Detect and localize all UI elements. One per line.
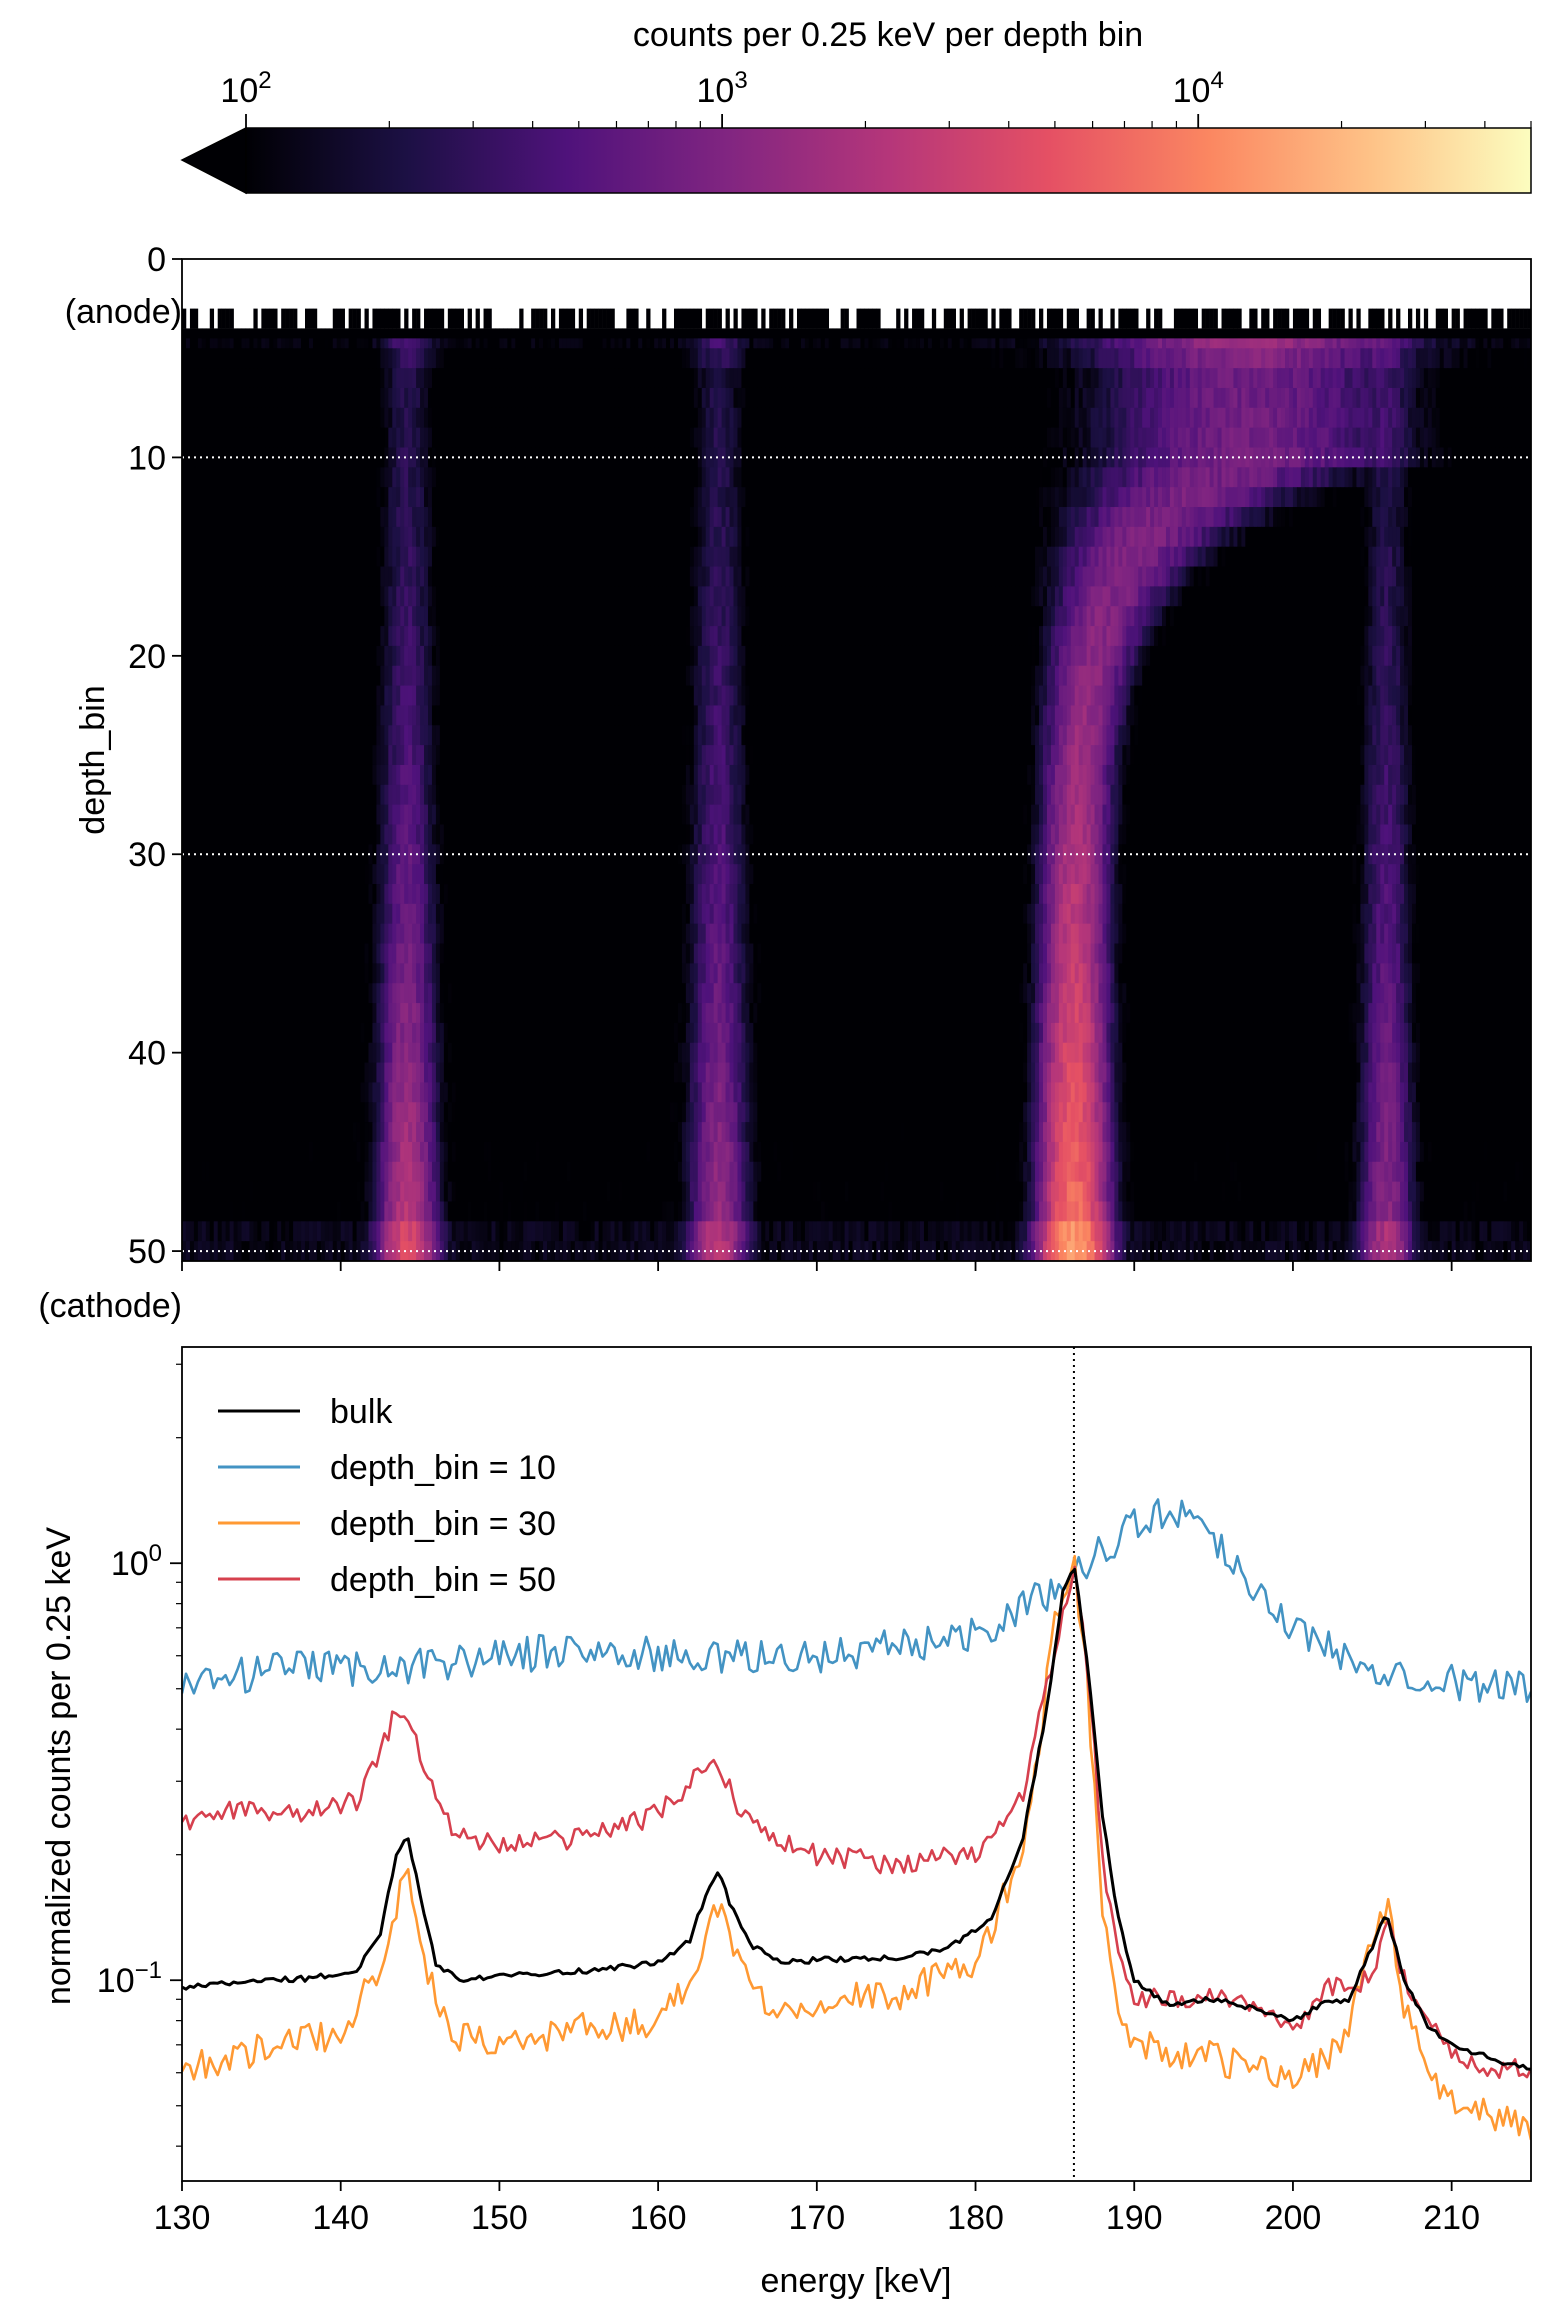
series-lines [182,1498,1531,2141]
heatmap-y-tick-label: 20 [128,638,166,676]
colorbar-extend-triangle [180,126,247,195]
heatmap-dark-row [182,328,1531,339]
spectrum-y-label: normalized counts per 0.25 keV [40,1527,78,2005]
spectrum-y-axis: 100 10−1 [97,1363,182,2147]
series-line-0 [182,1567,1531,2071]
heatmap-row [182,705,1531,726]
heatmap-row [182,507,1531,528]
heatmap-row [182,487,1531,508]
spectrum-panel: 130 140 150 160 170 180 190 200 210 100 10−1 ener… [40,1346,1532,2300]
heatmap-row [182,824,1531,845]
heatmap-y-axis: 0 10 20 30 40 50 [128,241,182,1271]
heatmap-cells [182,308,1531,1261]
heatmap-y-tick-label: 30 [128,836,166,874]
heatmap-y-tick-label: 40 [128,1035,166,1073]
legend-label: depth_bin = 10 [330,1449,556,1487]
heatmap-row [182,526,1531,548]
heatmap-row [182,407,1531,429]
heatmap-row [182,645,1531,667]
heatmap-row [182,1161,1531,1183]
heatmap-row [182,923,1531,945]
heatmap-row [182,566,1531,587]
heatmap-row [182,1122,1531,1143]
spectrum-x-tick-label: 210 [1423,2199,1480,2237]
spectrum-y-tick-label: 10−1 [97,1957,162,2000]
heatmap-row [182,1082,1531,1103]
heatmap-row [182,1141,1531,1163]
heatmap-y-label: depth_bin [74,685,112,834]
cathode-annotation: (cathode) [38,1287,182,1325]
heatmap-row [182,1201,1531,1222]
spectrum-x-tick-label: 150 [471,2199,528,2237]
heatmap-y-tick-label: 0 [147,241,166,279]
spectrum-x-label: energy [keV] [761,2262,952,2300]
heatmap-row [182,1062,1531,1084]
heatmap-row [182,1181,1531,1203]
heatmap-row [182,685,1531,707]
spectrum-x-tick-label: 190 [1106,2199,1163,2237]
heatmap-row [182,745,1531,766]
colorbar-gradient [245,127,1532,194]
heatmap-row [182,546,1531,568]
heatmap-row [182,467,1531,488]
heatmap-row [182,1221,1531,1242]
heatmap-row [182,626,1531,647]
anode-annotation: (anode) [65,293,182,331]
heatmap-row [182,1022,1531,1044]
heatmap-row [182,348,1531,369]
heatmap-row [182,963,1531,984]
colorbar: counts per 0.25 keV per depth bin 102 103… [180,16,1532,195]
colorbar-tick-label: 102 [220,67,271,110]
spectrum-x-tick-label: 170 [788,2199,845,2237]
heatmap-row [182,606,1531,627]
heatmap-row [182,665,1531,687]
heatmap-row [182,1042,1531,1064]
heatmap-y-tick-label: 50 [128,1233,166,1271]
spectrum-x-axis: 130 140 150 160 170 180 190 200 210 [154,2181,1480,2237]
heatmap-row [182,983,1531,1004]
colorbar-label: counts per 0.25 keV per depth bin [633,16,1143,54]
legend-label: depth_bin = 30 [330,1505,556,1543]
spectrum-x-tick-label: 160 [630,2199,687,2237]
heatmap-row [182,864,1531,885]
heatmap-anode-rows [182,308,1531,339]
heatmap-row [182,903,1531,925]
heatmap-row [182,784,1531,806]
heatmap-row [182,764,1531,786]
spectrum-background [182,1347,1531,2181]
colorbar-tick-label: 103 [697,67,748,110]
spectrum-frame [181,1346,1532,2182]
heatmap-row [182,1102,1531,1123]
legend: bulk depth_bin = 10 depth_bin = 30 depth_bi… [218,1393,556,1599]
spectrum-x-tick-label: 130 [154,2199,211,2237]
colorbar-ticks: 102 103 104 [220,67,1532,128]
spectrum-y-tick-label: 100 [111,1540,162,1583]
heatmap-row [182,427,1531,449]
heatmap-x-ticks [181,1261,1453,1271]
spectrum-x-tick-label: 180 [947,2199,1004,2237]
heatmap-row [182,368,1531,389]
spectrum-x-tick-label: 200 [1265,2199,1322,2237]
heatmap-y-tick-label: 10 [128,439,166,477]
heatmap-panel: 0 10 20 30 40 50 depth_bin (anode) (cathode) [38,241,1532,1325]
heatmap-row [182,943,1531,964]
spectrum-x-tick-label: 140 [312,2199,369,2237]
heatmap-row [182,884,1531,905]
heatmap-row [182,1003,1531,1024]
legend-label: bulk [330,1393,393,1431]
heatmap-row [182,387,1531,409]
heatmap-row [182,725,1531,746]
heatmap-row [182,328,1531,349]
series-line-1 [182,1498,1531,1703]
heatmap-row [182,586,1531,607]
heatmap-frame [181,258,1532,1262]
series-line-2 [182,1554,1531,2141]
legend-label: depth_bin = 50 [330,1561,556,1599]
colorbar-tick-label: 104 [1173,67,1224,110]
heatmap-row [182,804,1531,826]
